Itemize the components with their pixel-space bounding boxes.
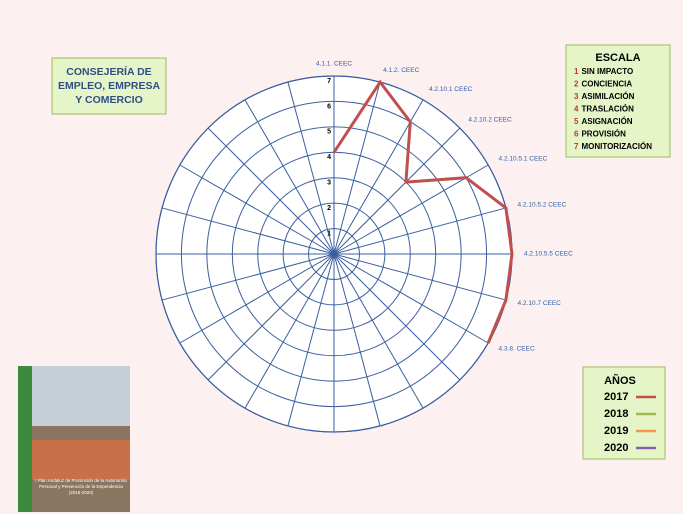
scale-item: 4 TRASLACIÓN [574, 105, 634, 114]
spoke [179, 253, 335, 344]
category-label: 4.2.10.7 CEEC [518, 300, 562, 307]
category-label: 4.2.10.1 CEEC [429, 86, 473, 93]
spoke [333, 253, 461, 381]
scale-label: CONCIENCIA [581, 80, 632, 89]
tick-label: 2 [327, 205, 331, 212]
spoke [333, 127, 461, 255]
header-box [51, 57, 167, 115]
spoke [161, 253, 335, 301]
spoke [333, 253, 489, 344]
tick-label: 3 [327, 180, 331, 187]
scale-box [565, 44, 671, 158]
category-label: 4.2.10.2 CEEC [468, 116, 512, 123]
scale-number: 4 [574, 105, 579, 114]
spoke [207, 253, 335, 381]
spoke [179, 164, 335, 255]
cover-sky [32, 366, 130, 426]
category-label: 4.1.1. CEEC [316, 61, 352, 68]
legend-label: 2018 [604, 408, 628, 420]
scale-label: TRASLACIÓN [581, 105, 634, 114]
category-label: 4.1.2. CEEC [383, 67, 419, 74]
scale-title: ESCALA [595, 52, 640, 64]
legend-title: AÑOS [604, 374, 636, 387]
spoke [333, 253, 424, 409]
spoke [333, 207, 507, 255]
scale-item: 6 PROVISIÓN [574, 130, 626, 139]
spoke [161, 207, 335, 255]
scale-number: 2 [574, 80, 579, 89]
scale-item: 2 CONCIENCIA [574, 80, 632, 89]
series-line [332, 79, 514, 344]
scale-item: 3 ASIMILACIÓN [574, 92, 635, 101]
tick-label: 1 [327, 230, 331, 237]
spoke [333, 164, 489, 255]
header-fo: CONSEJERÍA DE EMPLEO, EMPRESA Y COMERCIO [57, 66, 161, 106]
category-label: 4.2.10.5.5 CEEC [524, 251, 573, 258]
category-label: 4.2.10.5.1 CEEC [499, 156, 548, 163]
cover-spine [18, 366, 32, 512]
tick-label: 6 [327, 103, 331, 110]
category-label: 4.3.8. CEEC [499, 346, 535, 353]
legend-label: 2020 [604, 442, 628, 454]
cover-text: I Plan Andaluz de Promoción de la Autono… [35, 478, 127, 495]
scale-number: 7 [574, 142, 579, 151]
tick-label: 4 [327, 154, 331, 161]
tick-label: 5 [327, 129, 331, 136]
scale-label: SIN IMPACTO [581, 67, 633, 76]
scale-item: 1 SIN IMPACTO [574, 67, 633, 76]
legend-label: 2019 [604, 425, 628, 437]
cover-fo: I Plan Andaluz de Promoción de la Autono… [35, 478, 127, 495]
scale-label: PROVISIÓN [581, 130, 626, 139]
header-title: CONSEJERÍA DE EMPLEO, EMPRESA Y COMERCIO [57, 66, 161, 106]
spoke [333, 99, 424, 255]
spoke [244, 253, 335, 409]
spoke [287, 253, 335, 427]
scale-item: 7 MONITORIZACIÓN [574, 142, 652, 151]
scale-number: 1 [574, 67, 579, 76]
spoke [333, 81, 381, 255]
cover-ground [32, 440, 130, 480]
category-label: 4.2.10.5.2 CEEC [518, 202, 567, 209]
spoke [333, 253, 381, 427]
scale-number: 6 [574, 130, 579, 139]
scale-label: MONITORIZACIÓN [581, 142, 652, 151]
spoke [333, 253, 507, 301]
scale-item: 5 ASIGNACIÓN [574, 117, 633, 126]
tick-label: 7 [327, 78, 331, 85]
legend-label: 2017 [604, 391, 628, 403]
scale-label: ASIGNACIÓN [581, 117, 632, 126]
spoke [244, 99, 335, 255]
spoke [207, 127, 335, 255]
scale-number: 5 [574, 117, 579, 126]
spoke [287, 81, 335, 255]
scale-number: 3 [574, 92, 579, 101]
scale-label: ASIMILACIÓN [581, 92, 634, 101]
